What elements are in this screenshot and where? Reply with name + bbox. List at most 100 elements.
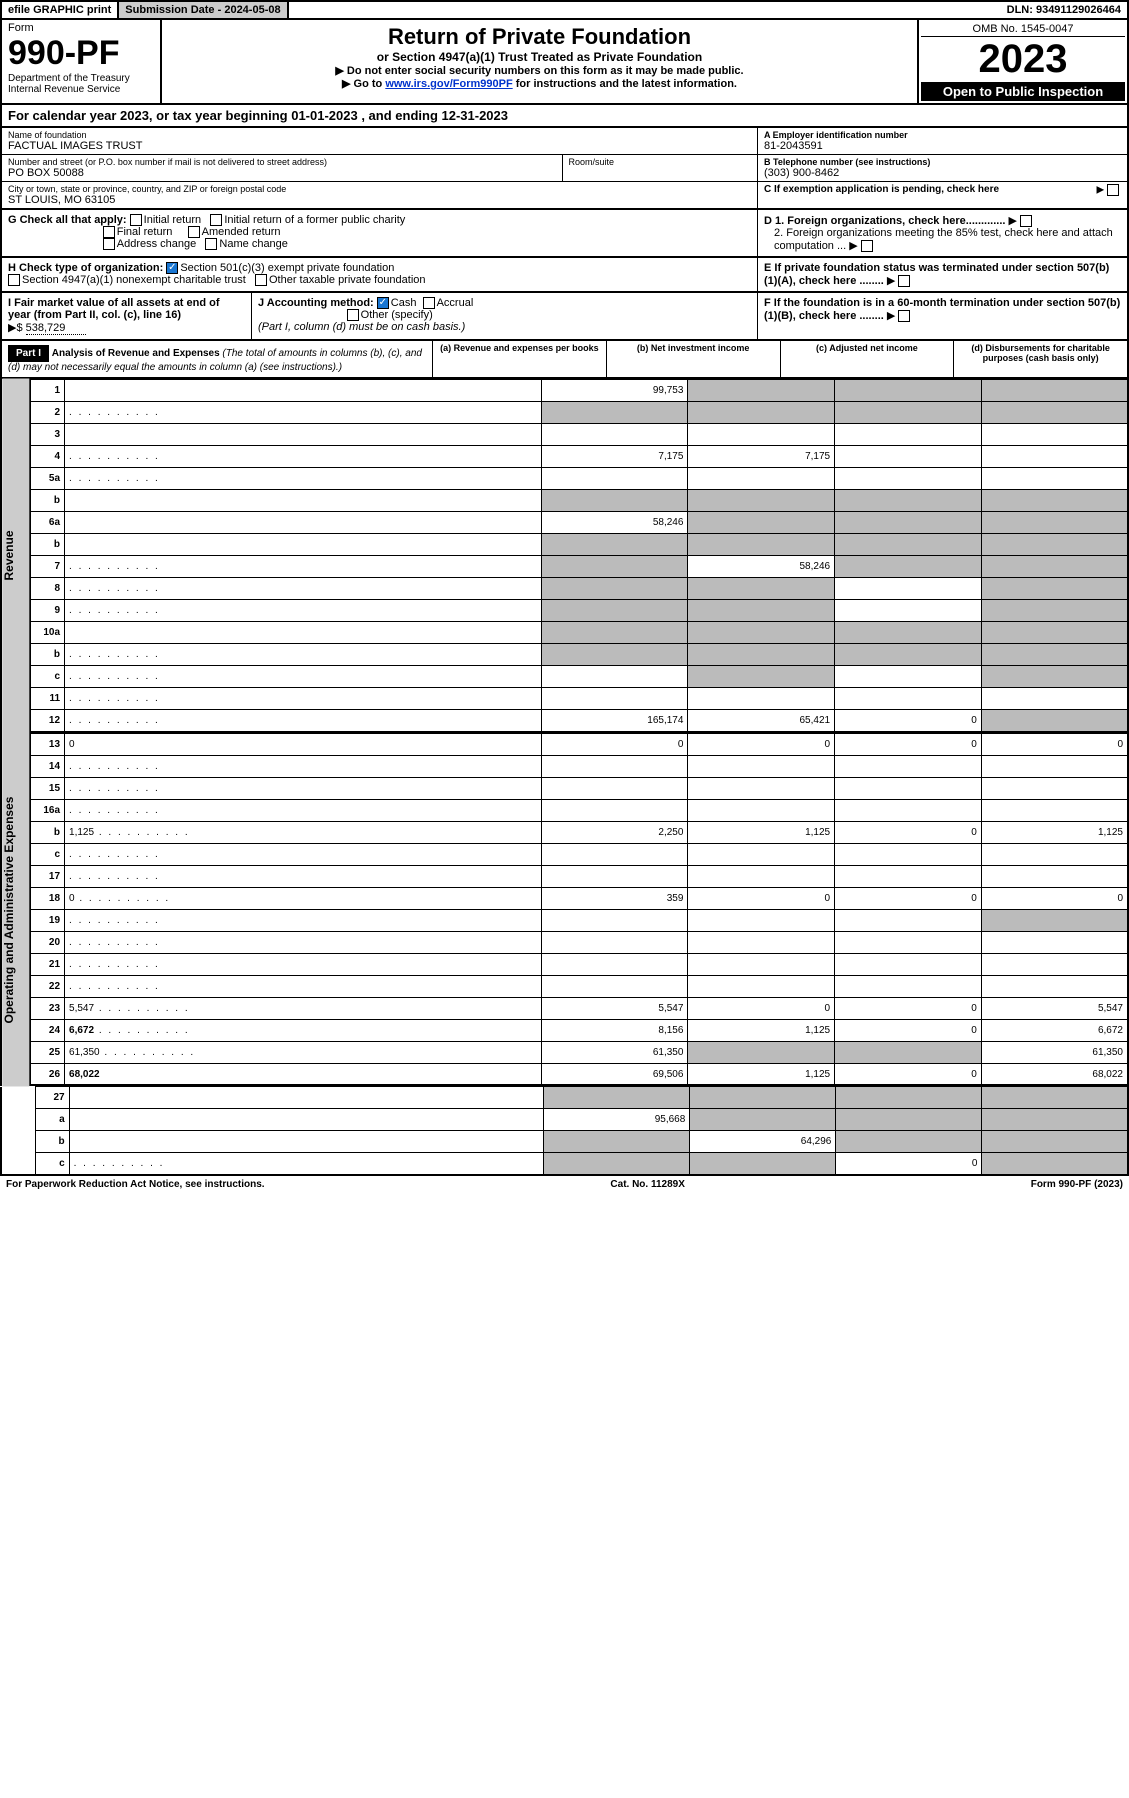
table-row: 6a58,246 [30, 512, 1128, 534]
opex-label: Operating and Administrative Expenses [2, 733, 29, 1087]
chk-f[interactable] [898, 310, 910, 322]
chk-4947[interactable] [8, 274, 20, 286]
table-row: 246,6728,1561,12506,672 [30, 1019, 1128, 1041]
checks-ij: I Fair market value of all assets at end… [0, 293, 1129, 341]
irs-link[interactable]: www.irs.gov/Form990PF [385, 78, 512, 90]
chk-e[interactable] [898, 275, 910, 287]
table-row: 3 [30, 424, 1128, 446]
form-label: Form [8, 22, 154, 34]
chk-accrual[interactable] [423, 297, 435, 309]
table-row: a95,668 [1, 1109, 1128, 1131]
chk-d2[interactable] [861, 240, 873, 252]
table-row: 12165,17465,4210 [30, 710, 1128, 732]
table-row: 21 [30, 953, 1128, 975]
col-d: (d) Disbursements for charitable purpose… [953, 341, 1127, 377]
omb: OMB No. 1545-0047 [921, 22, 1125, 37]
table-row: b [30, 490, 1128, 512]
table-row: b1,1252,2501,12501,125 [30, 821, 1128, 843]
form-number: 990-PF [8, 34, 154, 73]
city-label: City or town, state or province, country… [8, 184, 751, 194]
footer-mid: Cat. No. 11289X [610, 1179, 684, 1190]
table-row: 2 [30, 402, 1128, 424]
chk-final[interactable] [103, 226, 115, 238]
address: PO BOX 50088 [8, 167, 556, 179]
chk-d1[interactable] [1020, 215, 1032, 227]
foundation-name: FACTUAL IMAGES TRUST [8, 140, 751, 152]
chk-initial[interactable] [130, 214, 142, 226]
col-a: (a) Revenue and expenses per books [432, 341, 606, 377]
table-row: 199,753 [30, 380, 1128, 402]
info-block: Name of foundation FACTUAL IMAGES TRUST … [0, 128, 1129, 210]
table-row: 10a [30, 622, 1128, 644]
table-row: 22 [30, 975, 1128, 997]
col-c: (c) Adjusted net income [780, 341, 954, 377]
open-public: Open to Public Inspection [921, 82, 1125, 101]
table-row: 180359000 [30, 887, 1128, 909]
table-row: c [30, 843, 1128, 865]
telephone: (303) 900-8462 [764, 167, 1121, 179]
table-row: 14 [30, 755, 1128, 777]
table-row: 8 [30, 578, 1128, 600]
table-row: 15 [30, 777, 1128, 799]
page: efile GRAPHIC print Submission Date - 20… [0, 0, 1129, 1193]
table-row: 2668,02269,5061,125068,022 [30, 1063, 1128, 1085]
expenses-table: 1300000141516ab1,1252,2501,12501,125c171… [29, 733, 1129, 1087]
dln: DLN: 93491129026464 [1001, 2, 1127, 18]
fmv: 538,729 [26, 322, 86, 335]
c-label: C If exemption application is pending, c… [764, 184, 999, 195]
table-row: 235,5475,547005,547 [30, 997, 1128, 1019]
name-label: Name of foundation [8, 130, 751, 140]
table-row: c0 [1, 1153, 1128, 1175]
form-title: Return of Private Foundation [166, 24, 913, 50]
topbar: efile GRAPHIC print Submission Date - 20… [0, 0, 1129, 20]
tax-year: 2023 [921, 37, 1125, 82]
table-row: 9 [30, 600, 1128, 622]
table-row: 16a [30, 799, 1128, 821]
submission-date: Submission Date - 2024-05-08 [117, 2, 288, 18]
table-row: 758,246 [30, 556, 1128, 578]
chk-other-method[interactable] [347, 309, 359, 321]
instr2: ▶ Go to www.irs.gov/Form990PF for instru… [166, 77, 913, 90]
table-row: 1300000 [30, 733, 1128, 755]
table-row: 5a [30, 468, 1128, 490]
table-row: b [30, 644, 1128, 666]
table-row: 11 [30, 688, 1128, 710]
chk-amended[interactable] [188, 226, 200, 238]
header: Form 990-PF Department of the Treasury I… [0, 20, 1129, 105]
bottom-table: 27a95,668b64,296c0 [0, 1086, 1129, 1176]
chk-other-tax[interactable] [255, 274, 267, 286]
ein-label: A Employer identification number [764, 130, 1121, 140]
chk-501c3[interactable] [166, 262, 178, 274]
efile-label: efile GRAPHIC print [2, 2, 117, 18]
revenue-label: Revenue [2, 379, 29, 733]
chk-cash[interactable] [377, 297, 389, 309]
table-row: b [30, 534, 1128, 556]
ein: 81-2043591 [764, 140, 1121, 152]
dept2: Internal Revenue Service [8, 84, 154, 95]
revenue-table: 199,7532347,1757,1755ab6a58,246b758,2468… [29, 379, 1129, 733]
revenue-section: Revenue 199,7532347,1757,1755ab6a58,246b… [0, 379, 1129, 733]
calendar-year: For calendar year 2023, or tax year begi… [0, 105, 1129, 128]
col-b: (b) Net investment income [606, 341, 780, 377]
part1-label: Part I [8, 345, 49, 362]
table-row: 47,1757,175 [30, 446, 1128, 468]
form-subtitle: or Section 4947(a)(1) Trust Treated as P… [166, 50, 913, 64]
addr-label: Number and street (or P.O. box number if… [8, 157, 556, 167]
checks-h: H Check type of organization: Section 50… [0, 258, 1129, 293]
chk-name-change[interactable] [205, 238, 217, 250]
table-row: 17 [30, 865, 1128, 887]
table-row: c [30, 666, 1128, 688]
table-row: b64,296 [1, 1131, 1128, 1153]
chk-initial-former[interactable] [210, 214, 222, 226]
table-row: 20 [30, 931, 1128, 953]
chk-addr-change[interactable] [103, 238, 115, 250]
city: ST LOUIS, MO 63105 [8, 194, 751, 206]
table-row: 2561,35061,35061,350 [30, 1041, 1128, 1063]
footer-right: Form 990-PF (2023) [1031, 1179, 1123, 1190]
tel-label: B Telephone number (see instructions) [764, 157, 1121, 167]
expenses-section: Operating and Administrative Expenses 13… [0, 733, 1129, 1087]
table-row: 19 [30, 909, 1128, 931]
c-checkbox[interactable] [1107, 184, 1119, 196]
part1-header: Part I Analysis of Revenue and Expenses … [0, 341, 1129, 379]
room-label: Room/suite [569, 157, 752, 167]
